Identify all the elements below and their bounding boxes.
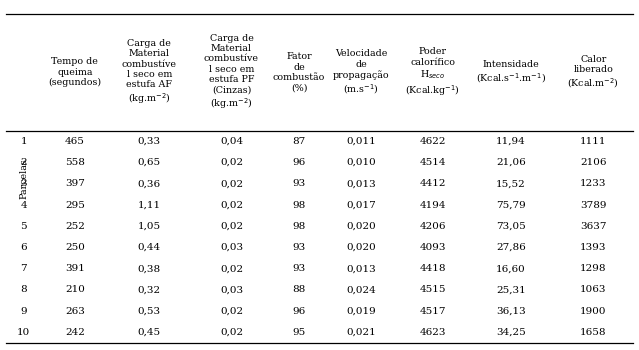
Text: Poder
calorífico
H$_{seco}$
(Kcal.kg$^{-1}$): Poder calorífico H$_{seco}$ (Kcal.kg$^{-… (405, 47, 460, 98)
Text: 93: 93 (293, 243, 305, 252)
Text: 252: 252 (65, 222, 85, 231)
Text: 4: 4 (20, 201, 27, 210)
Text: 0,02: 0,02 (220, 222, 243, 231)
Text: 210: 210 (65, 286, 85, 294)
Text: Velocidade
de
propagação
(m.s$^{-1}$): Velocidade de propagação (m.s$^{-1}$) (333, 49, 390, 96)
Text: Carga de
Material
combustíve
l seco em
estufa AF
(kg.m$^{-2}$): Carga de Material combustíve l seco em e… (122, 39, 177, 106)
Text: 0,024: 0,024 (346, 286, 376, 294)
Text: 0,44: 0,44 (138, 243, 161, 252)
Text: 242: 242 (65, 328, 85, 337)
Text: 4412: 4412 (419, 179, 446, 188)
Text: 0,32: 0,32 (138, 286, 161, 294)
Text: 0,04: 0,04 (220, 137, 243, 146)
Text: 0,45: 0,45 (138, 328, 161, 337)
Text: 1900: 1900 (580, 307, 606, 316)
Text: 4194: 4194 (419, 201, 446, 210)
Text: 0,010: 0,010 (346, 158, 376, 167)
Text: 0,53: 0,53 (138, 307, 161, 316)
Text: 93: 93 (293, 264, 305, 273)
Text: 250: 250 (65, 243, 85, 252)
Text: 1658: 1658 (580, 328, 606, 337)
Text: 4418: 4418 (419, 264, 446, 273)
Text: 0,013: 0,013 (346, 264, 376, 273)
Text: 88: 88 (293, 286, 305, 294)
Text: 25,31: 25,31 (497, 286, 526, 294)
Text: 0,03: 0,03 (220, 286, 243, 294)
Text: 4093: 4093 (419, 243, 446, 252)
Text: 93: 93 (293, 179, 305, 188)
Text: 11,94: 11,94 (497, 137, 526, 146)
Text: 4514: 4514 (419, 158, 446, 167)
Text: 0,02: 0,02 (220, 201, 243, 210)
Text: 98: 98 (293, 222, 305, 231)
Text: Calor
liberado
(Kcal.m$^{-2}$): Calor liberado (Kcal.m$^{-2}$) (567, 55, 619, 90)
Text: 0,02: 0,02 (220, 158, 243, 167)
Text: 87: 87 (293, 137, 305, 146)
Text: 1,05: 1,05 (138, 222, 161, 231)
Text: Carga de
Material
combustíve
l seco em
estufa PF
(Cinzas)
(kg.m$^{-2}$): Carga de Material combustíve l seco em e… (204, 34, 259, 111)
Text: 7: 7 (20, 264, 27, 273)
Text: 2: 2 (20, 158, 27, 167)
Text: 3789: 3789 (580, 201, 606, 210)
Text: 15,52: 15,52 (497, 179, 526, 188)
Text: 34,25: 34,25 (497, 328, 526, 337)
Text: 8: 8 (20, 286, 27, 294)
Text: 0,021: 0,021 (346, 328, 376, 337)
Text: 465: 465 (65, 137, 85, 146)
Text: 0,36: 0,36 (138, 179, 161, 188)
Text: 73,05: 73,05 (497, 222, 526, 231)
Text: 0,017: 0,017 (346, 201, 376, 210)
Text: 295: 295 (65, 201, 85, 210)
Text: 0,020: 0,020 (346, 243, 376, 252)
Text: 0,019: 0,019 (346, 307, 376, 316)
Text: 6: 6 (20, 243, 27, 252)
Text: 5: 5 (20, 222, 27, 231)
Text: 391: 391 (65, 264, 85, 273)
Text: 1393: 1393 (580, 243, 606, 252)
Text: 0,02: 0,02 (220, 328, 243, 337)
Text: 1298: 1298 (580, 264, 606, 273)
Text: 4515: 4515 (419, 286, 446, 294)
Text: 1,11: 1,11 (138, 201, 161, 210)
Text: 3637: 3637 (580, 222, 606, 231)
Text: 9: 9 (20, 307, 27, 316)
Text: 4623: 4623 (419, 328, 446, 337)
Text: 1063: 1063 (580, 286, 606, 294)
Text: 0,65: 0,65 (138, 158, 161, 167)
Text: 0,013: 0,013 (346, 179, 376, 188)
Text: 4206: 4206 (419, 222, 446, 231)
Text: 21,06: 21,06 (497, 158, 526, 167)
Text: 16,60: 16,60 (497, 264, 526, 273)
Text: 96: 96 (293, 158, 305, 167)
Text: 263: 263 (65, 307, 85, 316)
Text: 0,02: 0,02 (220, 179, 243, 188)
Text: 0,020: 0,020 (346, 222, 376, 231)
Text: 1233: 1233 (580, 179, 606, 188)
Text: 558: 558 (65, 158, 85, 167)
Text: 98: 98 (293, 201, 305, 210)
Text: 3: 3 (20, 179, 27, 188)
Text: 27,86: 27,86 (497, 243, 526, 252)
Text: 0,011: 0,011 (346, 137, 376, 146)
Text: 10: 10 (17, 328, 31, 337)
Text: Parcelas: Parcelas (19, 158, 28, 199)
Text: 1111: 1111 (580, 137, 606, 146)
Text: 96: 96 (293, 307, 305, 316)
Text: 0,38: 0,38 (138, 264, 161, 273)
Text: 95: 95 (293, 328, 305, 337)
Text: 1: 1 (20, 137, 27, 146)
Text: 75,79: 75,79 (497, 201, 526, 210)
Text: 0,02: 0,02 (220, 264, 243, 273)
Text: 0,33: 0,33 (138, 137, 161, 146)
Text: 0,03: 0,03 (220, 243, 243, 252)
Text: 2106: 2106 (580, 158, 606, 167)
Text: 4622: 4622 (419, 137, 446, 146)
Text: 36,13: 36,13 (497, 307, 526, 316)
Text: 4517: 4517 (419, 307, 446, 316)
Text: 0,02: 0,02 (220, 307, 243, 316)
Text: Intensidade
(Kcal.s$^{-1}$.m$^{-1}$): Intensidade (Kcal.s$^{-1}$.m$^{-1}$) (476, 60, 546, 85)
Text: Tempo de
queima
(segundos): Tempo de queima (segundos) (48, 57, 102, 88)
Text: Fator
de
combustão
(%): Fator de combustão (%) (273, 52, 325, 92)
Text: 397: 397 (65, 179, 85, 188)
